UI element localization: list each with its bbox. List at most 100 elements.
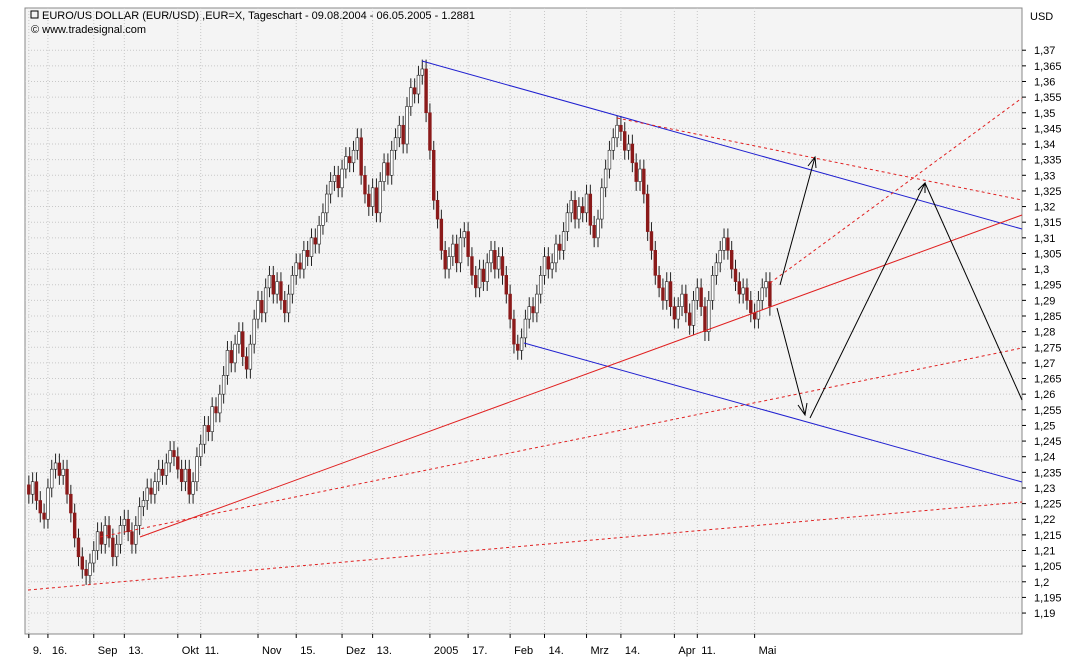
y-tick-label: 1,31 [1034,233,1055,245]
candle-body [684,293,688,314]
candle-body [504,275,509,295]
candle-body [321,212,325,226]
trend-line [139,214,1023,538]
x-tick-label: Okt [182,645,199,657]
candle-body [328,181,333,195]
candle-body [271,275,275,295]
candle-body [221,375,226,395]
y-tick-label: 1,335 [1034,155,1062,167]
trend-drawings [27,60,1023,591]
candle-body [206,425,211,432]
candle-body [508,293,512,320]
candle-body [218,393,222,414]
y-tick-label: 1,19 [1034,608,1055,620]
arrow [776,307,808,417]
candle-body [145,487,149,501]
candle-body [302,250,306,270]
candle-body [653,250,657,276]
candle-body [527,306,531,320]
candle-body [183,468,188,483]
candle-body [141,500,146,508]
x-tick-label: Nov [262,645,282,657]
candle-body [50,468,54,489]
candle-body [107,525,111,539]
candle-body [485,262,489,282]
candle-body [611,137,615,151]
y-tick-label: 1,295 [1034,280,1062,292]
candle-body [577,206,581,220]
candle-body [477,268,482,289]
plot-area [24,7,1023,635]
candle-body [722,237,726,251]
candle-body [615,124,619,139]
icon [30,10,39,19]
candle-body [676,306,680,320]
candle-body [386,162,390,176]
x-tick-label: 11. [701,645,715,657]
candle-body [199,443,203,458]
candle-body [244,356,249,370]
candle-body [275,281,279,295]
candle-body [355,137,360,151]
candle-body [187,468,191,495]
y-tick-label: 1,265 [1034,374,1062,386]
y-tick-label: 1,325 [1034,186,1062,198]
candle-body [538,275,543,295]
candle-body [645,193,650,232]
candle-body [432,149,436,201]
candle-body [462,231,466,239]
candle-body [703,306,707,332]
candle-body [558,243,562,251]
y-tick-label: 1,24 [1034,452,1055,464]
y-tick-label: 1,34 [1034,139,1055,151]
candle-body [34,481,39,501]
y-tick-label: 1,355 [1034,92,1062,104]
y-tick-label: 1,205 [1034,561,1062,573]
y-tick-label: 1,25 [1034,420,1055,432]
candle-body [256,300,260,320]
candle-body [458,237,463,264]
candle-body [439,218,444,251]
candle-body [638,168,642,182]
candle-body [88,562,92,576]
candle-body [680,293,684,307]
candle-body [447,256,451,270]
candle-body [550,262,554,270]
candle-body [156,468,161,483]
candle-body [126,518,130,533]
candle-body [760,287,764,301]
candle-body [248,343,253,370]
candle-body [573,200,577,220]
candle-body [749,300,753,314]
candle-body [489,250,493,264]
y-tick-label: 1,305 [1034,248,1062,260]
subtitle: © www.tradesignal.com [31,24,146,36]
candle-body [344,156,348,170]
y-tick-label: 1,315 [1034,217,1062,229]
candle-body [554,243,558,264]
candle-body [493,250,497,270]
candle-body [336,174,340,189]
candle-body [65,468,69,495]
candle-body [283,300,287,314]
trend-line [27,501,1023,591]
y-tick-label: 1,36 [1034,76,1055,88]
candle-body [30,481,35,495]
y-tick-label: 1,195 [1034,592,1062,604]
x-tick-label: Mrz [591,645,609,657]
candle-body [607,149,612,170]
candle-body [27,484,31,495]
arrow [924,182,1023,401]
candle-body [103,525,107,545]
candle-body [623,131,627,151]
y-tick-label: 1,35 [1034,108,1055,120]
candle-body [179,468,184,483]
candle-body [202,425,207,445]
candle-body [53,462,58,470]
candle-body [691,300,696,326]
candle-body [367,193,371,207]
y-tick-label: 1,255 [1034,405,1062,417]
candle-body [470,256,474,276]
candle-body [72,512,77,539]
candle-body [260,300,264,314]
